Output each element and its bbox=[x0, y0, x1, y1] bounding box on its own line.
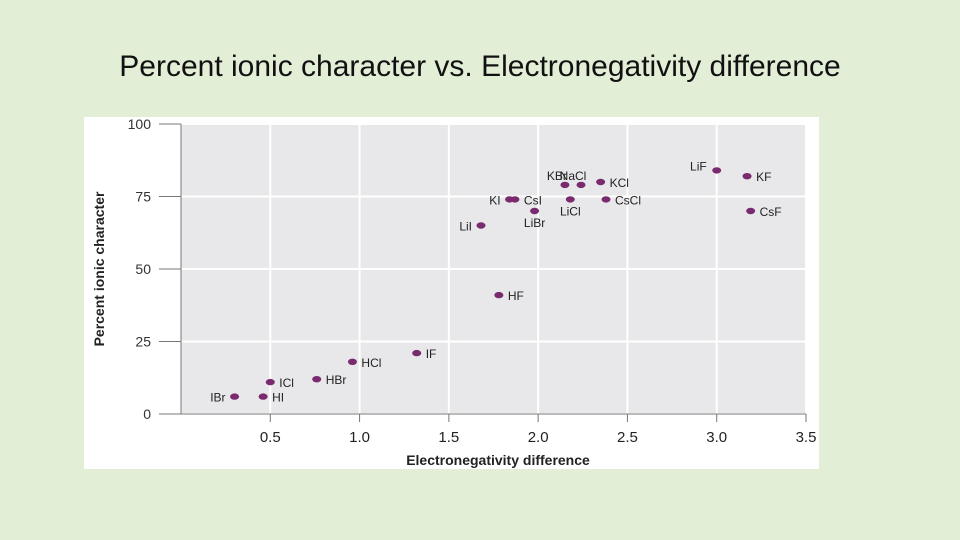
data-point-kbr bbox=[560, 181, 570, 189]
chart-figure: 0 25 50 75 100 0.5 1.0 1.5 2.0 2.5 3.0 3.5 IBr HI ICl… bbox=[84, 116, 819, 469]
point-label: NaCl bbox=[560, 169, 587, 183]
data-point-hbr bbox=[312, 376, 322, 383]
data-point-nacl bbox=[576, 181, 586, 189]
point-label: LiBr bbox=[524, 216, 545, 230]
x-tick-label: 3.5 bbox=[796, 429, 817, 446]
slide-title: Percent ionic character vs. Electronegat… bbox=[119, 50, 841, 83]
grid-lines bbox=[159, 123, 807, 415]
scatter-chart: 0 25 50 75 100 0.5 1.0 1.5 2.0 2.5 3.0 3.5 IBr HIICl… bbox=[91, 116, 817, 468]
point-label: IBr bbox=[210, 391, 225, 405]
data-point-hi bbox=[258, 393, 268, 400]
data-point-lif bbox=[712, 167, 722, 174]
x-axis-label: Electronegativity difference bbox=[406, 452, 590, 468]
point-label: CsF bbox=[760, 205, 782, 219]
y-tick-label: 75 bbox=[135, 189, 151, 205]
data-point-icl bbox=[265, 378, 275, 386]
point-label: LiF bbox=[690, 159, 707, 173]
point-label: CsCl bbox=[615, 193, 641, 207]
point-label: HBr bbox=[326, 373, 347, 387]
data-point-lii bbox=[476, 222, 486, 229]
x-tick-label: 1.0 bbox=[349, 429, 370, 446]
data-point-licl bbox=[565, 196, 575, 203]
x-tick-label: 2.5 bbox=[617, 429, 638, 446]
y-tick-label: 50 bbox=[135, 261, 151, 277]
point-label: HI bbox=[272, 391, 284, 405]
y-tick-label: 100 bbox=[128, 117, 152, 132]
y-tick-label: 0 bbox=[143, 406, 151, 422]
point-label: CsI bbox=[524, 193, 542, 207]
data-point-hf bbox=[494, 291, 504, 299]
point-label: KF bbox=[756, 170, 771, 184]
x-tick-label: 2.0 bbox=[528, 429, 549, 446]
tick-labels: 0 25 50 75 100 0.5 1.0 1.5 2.0 2.5 3.0 3.5 bbox=[128, 116, 817, 446]
data-point-kf bbox=[742, 173, 752, 180]
data-point-hcl bbox=[347, 358, 357, 365]
point-label: HCl bbox=[361, 356, 381, 370]
data-point-if bbox=[412, 349, 422, 357]
point-label: LiCl bbox=[560, 204, 581, 218]
point-label: HF bbox=[508, 289, 524, 303]
data-point-cscl bbox=[601, 196, 611, 203]
point-label: IF bbox=[426, 347, 437, 361]
x-tick-label: 0.5 bbox=[260, 429, 281, 446]
data-point-ibr bbox=[230, 393, 240, 400]
x-tick-label: 3.0 bbox=[706, 429, 727, 446]
axes bbox=[159, 123, 807, 422]
point-label: KBr bbox=[547, 169, 567, 183]
x-tick-label: 1.5 bbox=[438, 429, 459, 446]
point-label: ICl bbox=[279, 376, 294, 390]
data-point-kcl bbox=[596, 178, 606, 186]
y-tick-label: 25 bbox=[135, 334, 151, 350]
data-point-libr bbox=[530, 207, 540, 215]
point-label: LiI bbox=[459, 220, 472, 234]
point-label: KI bbox=[489, 193, 500, 207]
data-point-csi bbox=[510, 196, 520, 203]
point-label: KCl bbox=[610, 176, 629, 190]
data-point-csf bbox=[746, 207, 756, 215]
y-axis-label: Percent ionic character bbox=[91, 191, 107, 346]
